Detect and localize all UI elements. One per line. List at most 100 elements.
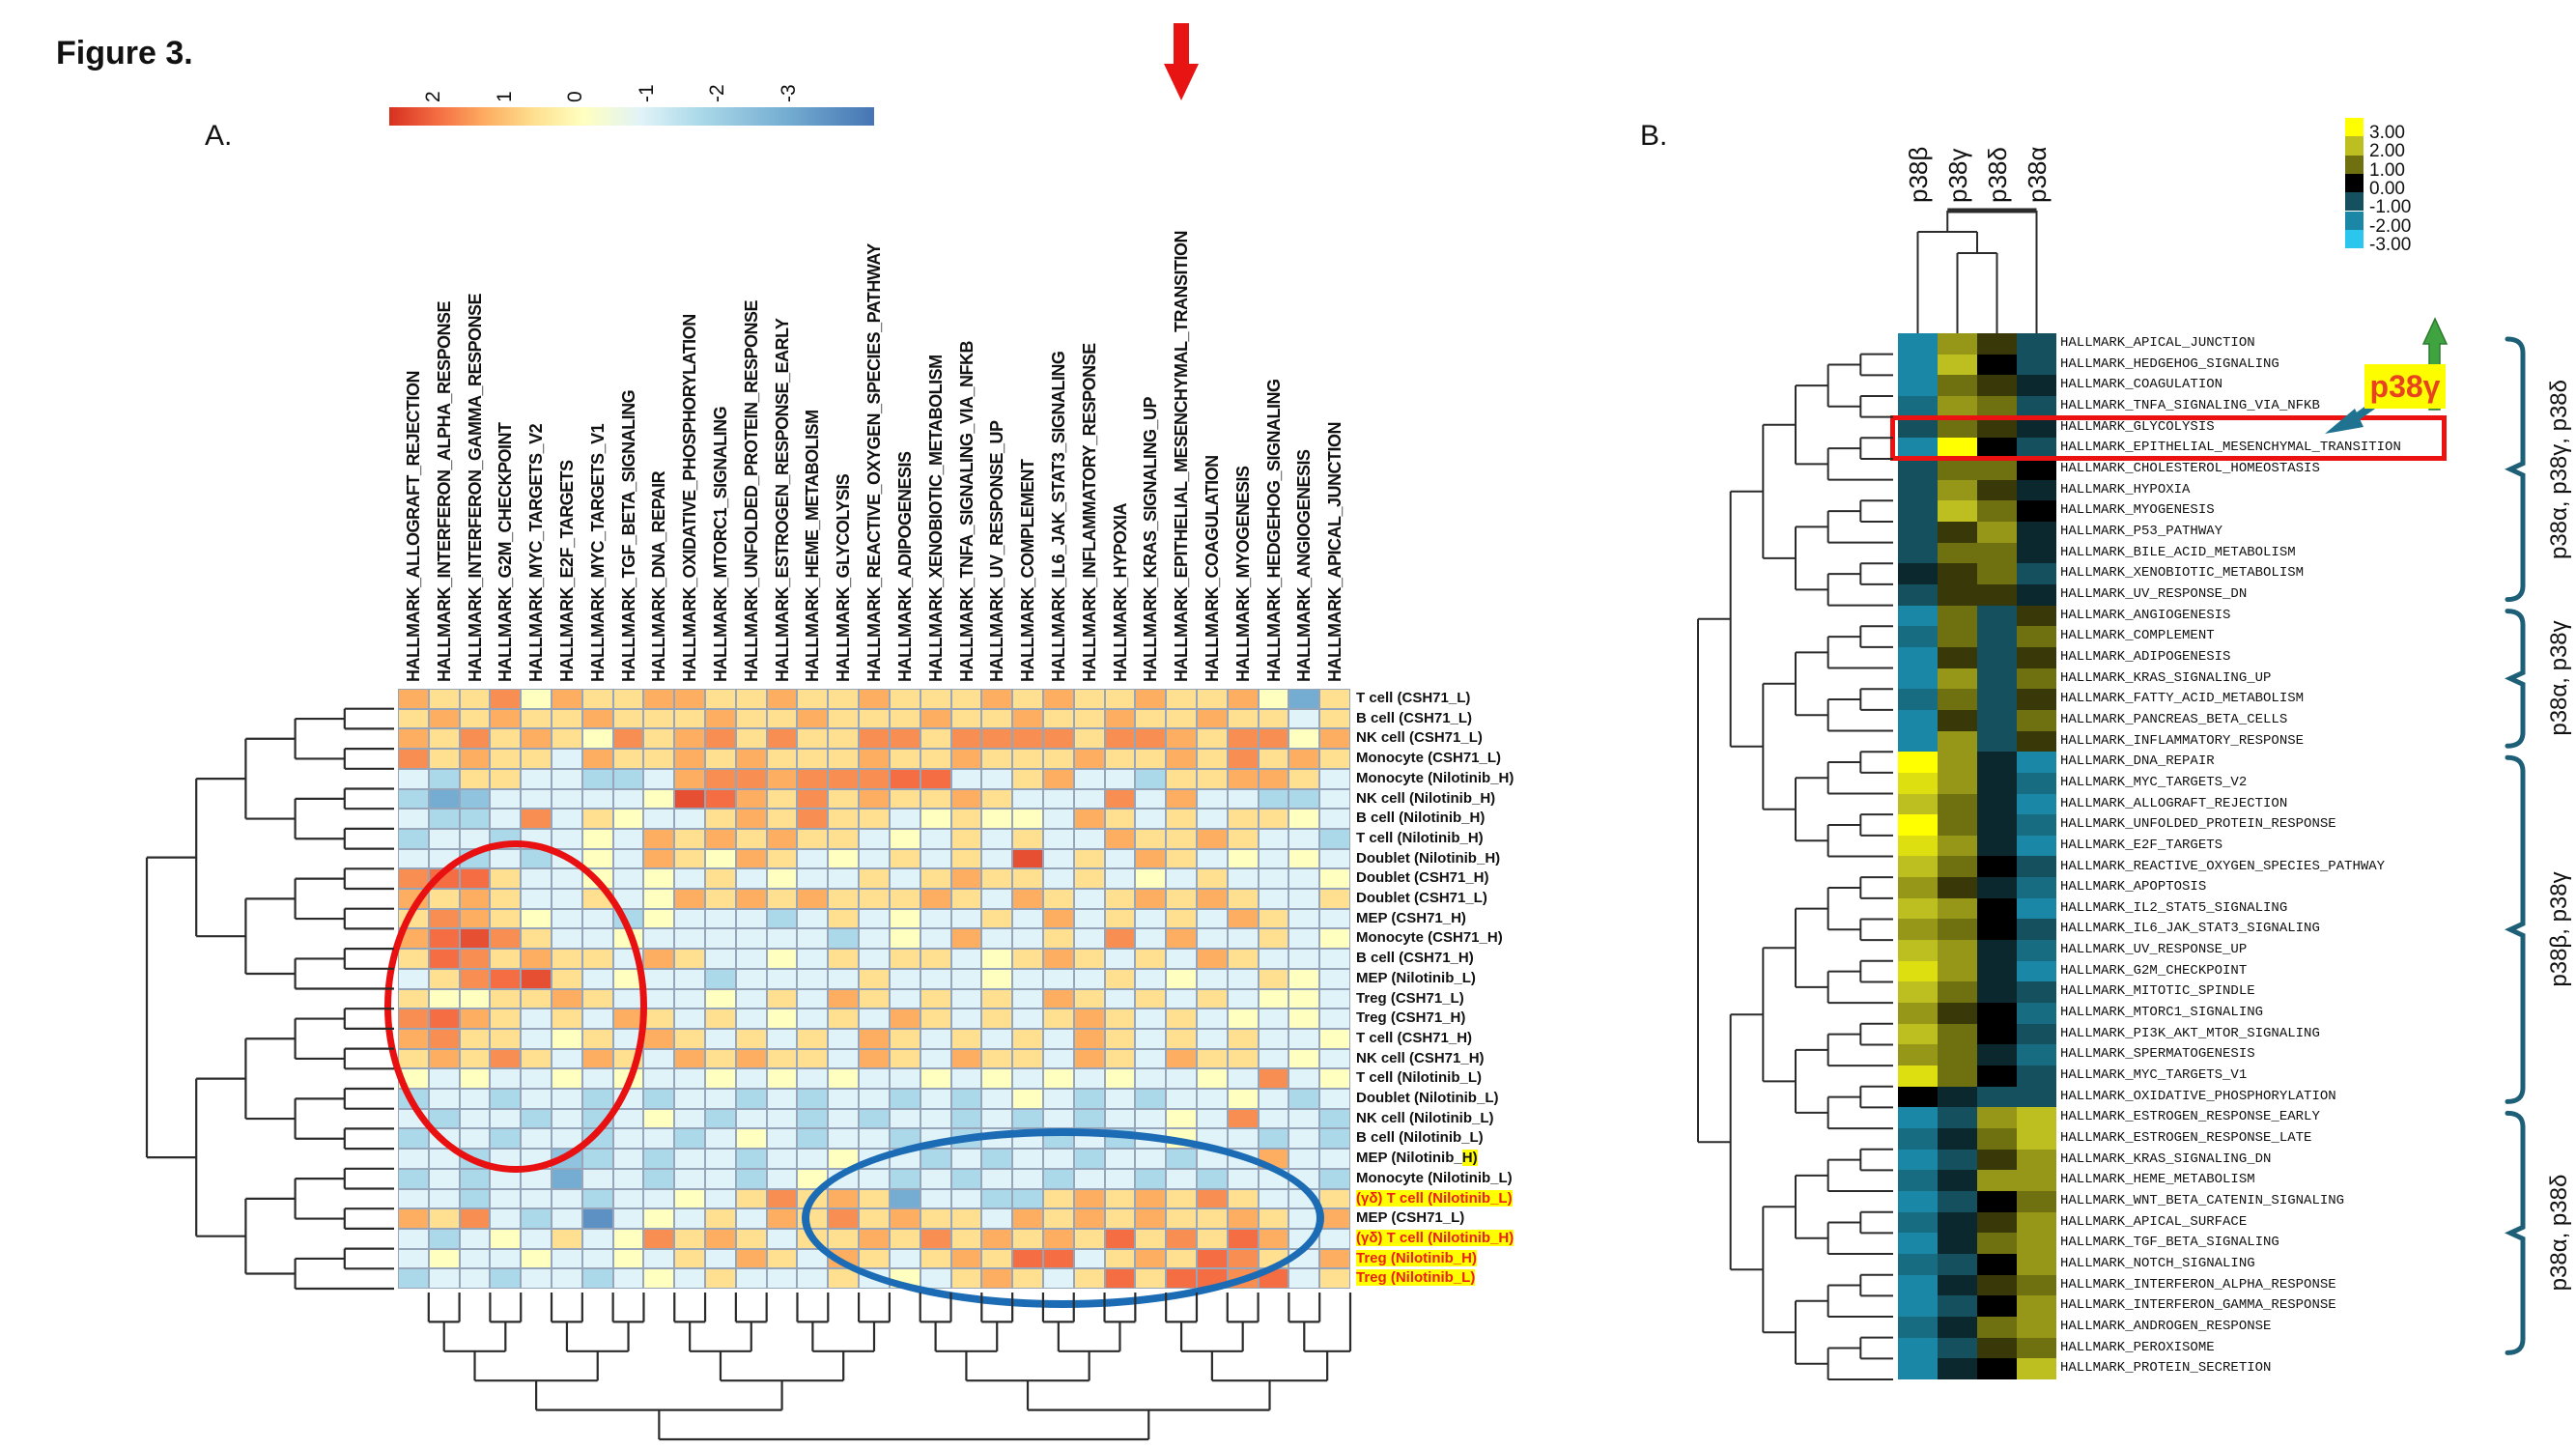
heatmap-cell-b	[1938, 354, 1977, 376]
heatmap-cell-a	[920, 949, 951, 969]
heatmap-cell-a	[920, 749, 951, 769]
heatmap-cell-b	[1938, 689, 1977, 710]
heatmap-cell-a	[1042, 868, 1074, 889]
heatmap-cell-b	[1938, 479, 1977, 501]
heatmap-cell-b	[1977, 1317, 2017, 1338]
heatmap-cell-a	[1166, 848, 1197, 869]
heatmap-cell-a	[428, 689, 460, 709]
heatmap-cell-b	[1898, 709, 1938, 731]
heatmap-cell-a	[459, 1188, 491, 1209]
heatmap-cell-a	[828, 889, 860, 909]
heatmap-cell-a	[1104, 928, 1136, 950]
heatmap-cell-a	[981, 728, 1013, 750]
b-row-label: HALLMARK_TNFA_SIGNALING_VIA_NFKB	[2060, 397, 2320, 413]
heatmap-cell-a	[920, 689, 951, 709]
a-row-label: Treg (Nilotinib_H)	[1356, 1249, 1477, 1266]
heatmap-cell-a	[981, 988, 1013, 1009]
b-row-label: HALLMARK_TGF_BETA_SIGNALING	[2060, 1235, 2279, 1251]
heatmap-cell-a	[735, 1089, 767, 1109]
heatmap-cell-b	[1977, 395, 2017, 417]
heatmap-cell-a	[1288, 788, 1320, 810]
heatmap-cell-b	[2017, 814, 2056, 836]
b-row-label: HALLMARK_INTERFERON_GAMMA_RESPONSE	[2060, 1297, 2336, 1314]
heatmap-cell-a	[1042, 809, 1074, 829]
heatmap-cell-b	[1898, 626, 1938, 647]
heatmap-cell-a	[1073, 988, 1105, 1009]
heatmap-cell-a	[859, 968, 890, 989]
group-bracket	[2505, 754, 2526, 1104]
heatmap-cell-a	[735, 848, 767, 869]
heatmap-cell-a	[674, 949, 706, 969]
heatmap-cell-a	[1073, 928, 1105, 950]
heatmap-cell-a	[1258, 908, 1289, 929]
heatmap-cell-a	[735, 1208, 767, 1229]
heatmap-cell-b	[1898, 395, 1938, 417]
heatmap-cell-b	[1898, 1065, 1938, 1087]
b-row-label: HALLMARK_REACTIVE_OXYGEN_SPECIES_PATHWAY	[2060, 858, 2386, 874]
heatmap-cell-a	[766, 928, 798, 950]
heatmap-cell-a	[674, 988, 706, 1009]
heatmap-cell-a	[1104, 889, 1136, 909]
heatmap-cell-a	[1166, 1108, 1197, 1129]
heatmap-cell-a	[1227, 708, 1259, 729]
heatmap-cell-b	[1977, 1023, 2017, 1045]
b-row-label: HALLMARK_COMPLEMENT	[2060, 628, 2215, 644]
heatmap-cell-b	[1977, 583, 2017, 606]
heatmap-cell-b	[1977, 542, 2017, 564]
heatmap-cell-a	[581, 1268, 613, 1289]
heatmap-cell-a	[797, 1128, 829, 1150]
heatmap-cell-a	[612, 708, 644, 729]
heatmap-cell-a	[1227, 1028, 1259, 1049]
heatmap-cell-b	[1898, 772, 1938, 794]
heatmap-cell-b	[1977, 960, 2017, 982]
heatmap-cell-a	[612, 689, 644, 709]
a-col-label: HALLMARK_HEDGEHOG_SIGNALING	[1263, 379, 1284, 682]
heatmap-cell-a	[1227, 1048, 1259, 1069]
heatmap-cell-b	[1938, 1295, 1977, 1318]
heatmap-cell-b	[1898, 1044, 1938, 1066]
heatmap-cell-b	[1938, 668, 1977, 690]
heatmap-cell-a	[1227, 768, 1259, 789]
heatmap-cell-a	[981, 708, 1013, 729]
heatmap-cell-a	[766, 1108, 798, 1129]
heatmap-cell-a	[705, 1168, 736, 1189]
heatmap-cell-b	[1898, 542, 1938, 564]
heatmap-cell-a	[1258, 988, 1289, 1009]
b-row-label: HALLMARK_NOTCH_SIGNALING	[2060, 1256, 2255, 1272]
heatmap-cell-a	[1012, 809, 1043, 829]
heatmap-cell-a	[1196, 868, 1228, 889]
a-row-label: Treg (CSH71_L)	[1356, 989, 1464, 1007]
heatmap-cell-b	[1977, 752, 2017, 773]
heatmap-cell-a	[521, 809, 552, 829]
heatmap-cell-b	[1977, 981, 2017, 1004]
heatmap-cell-a	[705, 1028, 736, 1049]
heatmap-cell-a	[1042, 788, 1074, 810]
heatmap-cell-a	[828, 1089, 860, 1109]
heatmap-cell-a	[797, 809, 829, 829]
heatmap-cell-a	[920, 889, 951, 909]
heatmap-cell-b	[1977, 354, 2017, 376]
heatmap-cell-a	[490, 728, 522, 750]
heatmap-cell-a	[643, 968, 675, 989]
heatmap-cell-a	[1227, 809, 1259, 829]
heatmap-cell-a	[1258, 968, 1289, 989]
b-row-label: HALLMARK_APICAL_JUNCTION	[2060, 335, 2255, 351]
a-row-label: Monocyte (CSH71_L)	[1356, 750, 1502, 767]
heatmap-cell-a	[1288, 809, 1320, 829]
heatmap-cell-a	[889, 788, 920, 810]
a-colorbar-tick: 0	[564, 91, 586, 102]
heatmap-cell-a	[1319, 1089, 1350, 1109]
heatmap-cell-a	[490, 788, 522, 810]
a-row-label: (γδ) T cell (Nilotinib_H)	[1356, 1229, 1514, 1246]
heatmap-cell-a	[521, 1188, 552, 1209]
heatmap-cell-a	[674, 689, 706, 709]
heatmap-cell-a	[828, 728, 860, 750]
heatmap-cell-a	[1227, 1089, 1259, 1109]
heatmap-cell-a	[889, 728, 920, 750]
b-row-label: HALLMARK_UV_RESPONSE_UP	[2060, 942, 2248, 958]
heatmap-cell-a	[1288, 1009, 1320, 1029]
heatmap-cell-a	[1104, 848, 1136, 869]
heatmap-cell-a	[552, 768, 582, 789]
heatmap-cell-a	[981, 908, 1013, 929]
heatmap-cell-a	[643, 1149, 675, 1169]
